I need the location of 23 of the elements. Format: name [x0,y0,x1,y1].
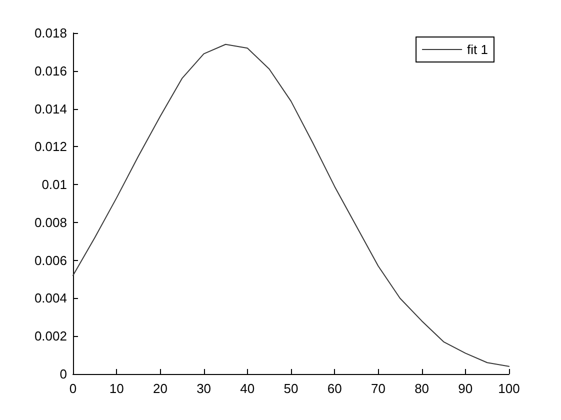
x-tick-label: 90 [458,381,473,396]
x-tick-label: 10 [109,381,124,396]
y-tick-label: 0.01 [42,177,67,192]
y-tick-label: 0.008 [34,214,67,230]
line-series [72,44,510,367]
x-tick-label: 60 [327,381,342,396]
x-tick-label: 40 [240,381,255,396]
x-tick-label: 0 [69,381,77,396]
y-tick-label: 0.016 [34,63,67,78]
x-tick-label: 20 [152,381,168,396]
y-tick-label: 0.018 [34,26,67,40]
y-tick-label: 0 [60,366,67,382]
x-tick-label: 30 [196,381,212,396]
x-tick-label: 100 [498,381,520,396]
y-tick-label: 0.006 [34,252,67,268]
y-tick-label: 0.002 [34,328,67,344]
y-tick-label: 0.014 [34,101,67,116]
legend-label: fit 1 [467,42,488,57]
y-tick-label: 0.012 [34,139,67,154]
y-tick-label: 0.004 [34,290,67,306]
x-tick-label: 70 [370,381,386,396]
x-tick-label: 80 [414,381,430,396]
x-tick-label: 50 [284,381,298,396]
